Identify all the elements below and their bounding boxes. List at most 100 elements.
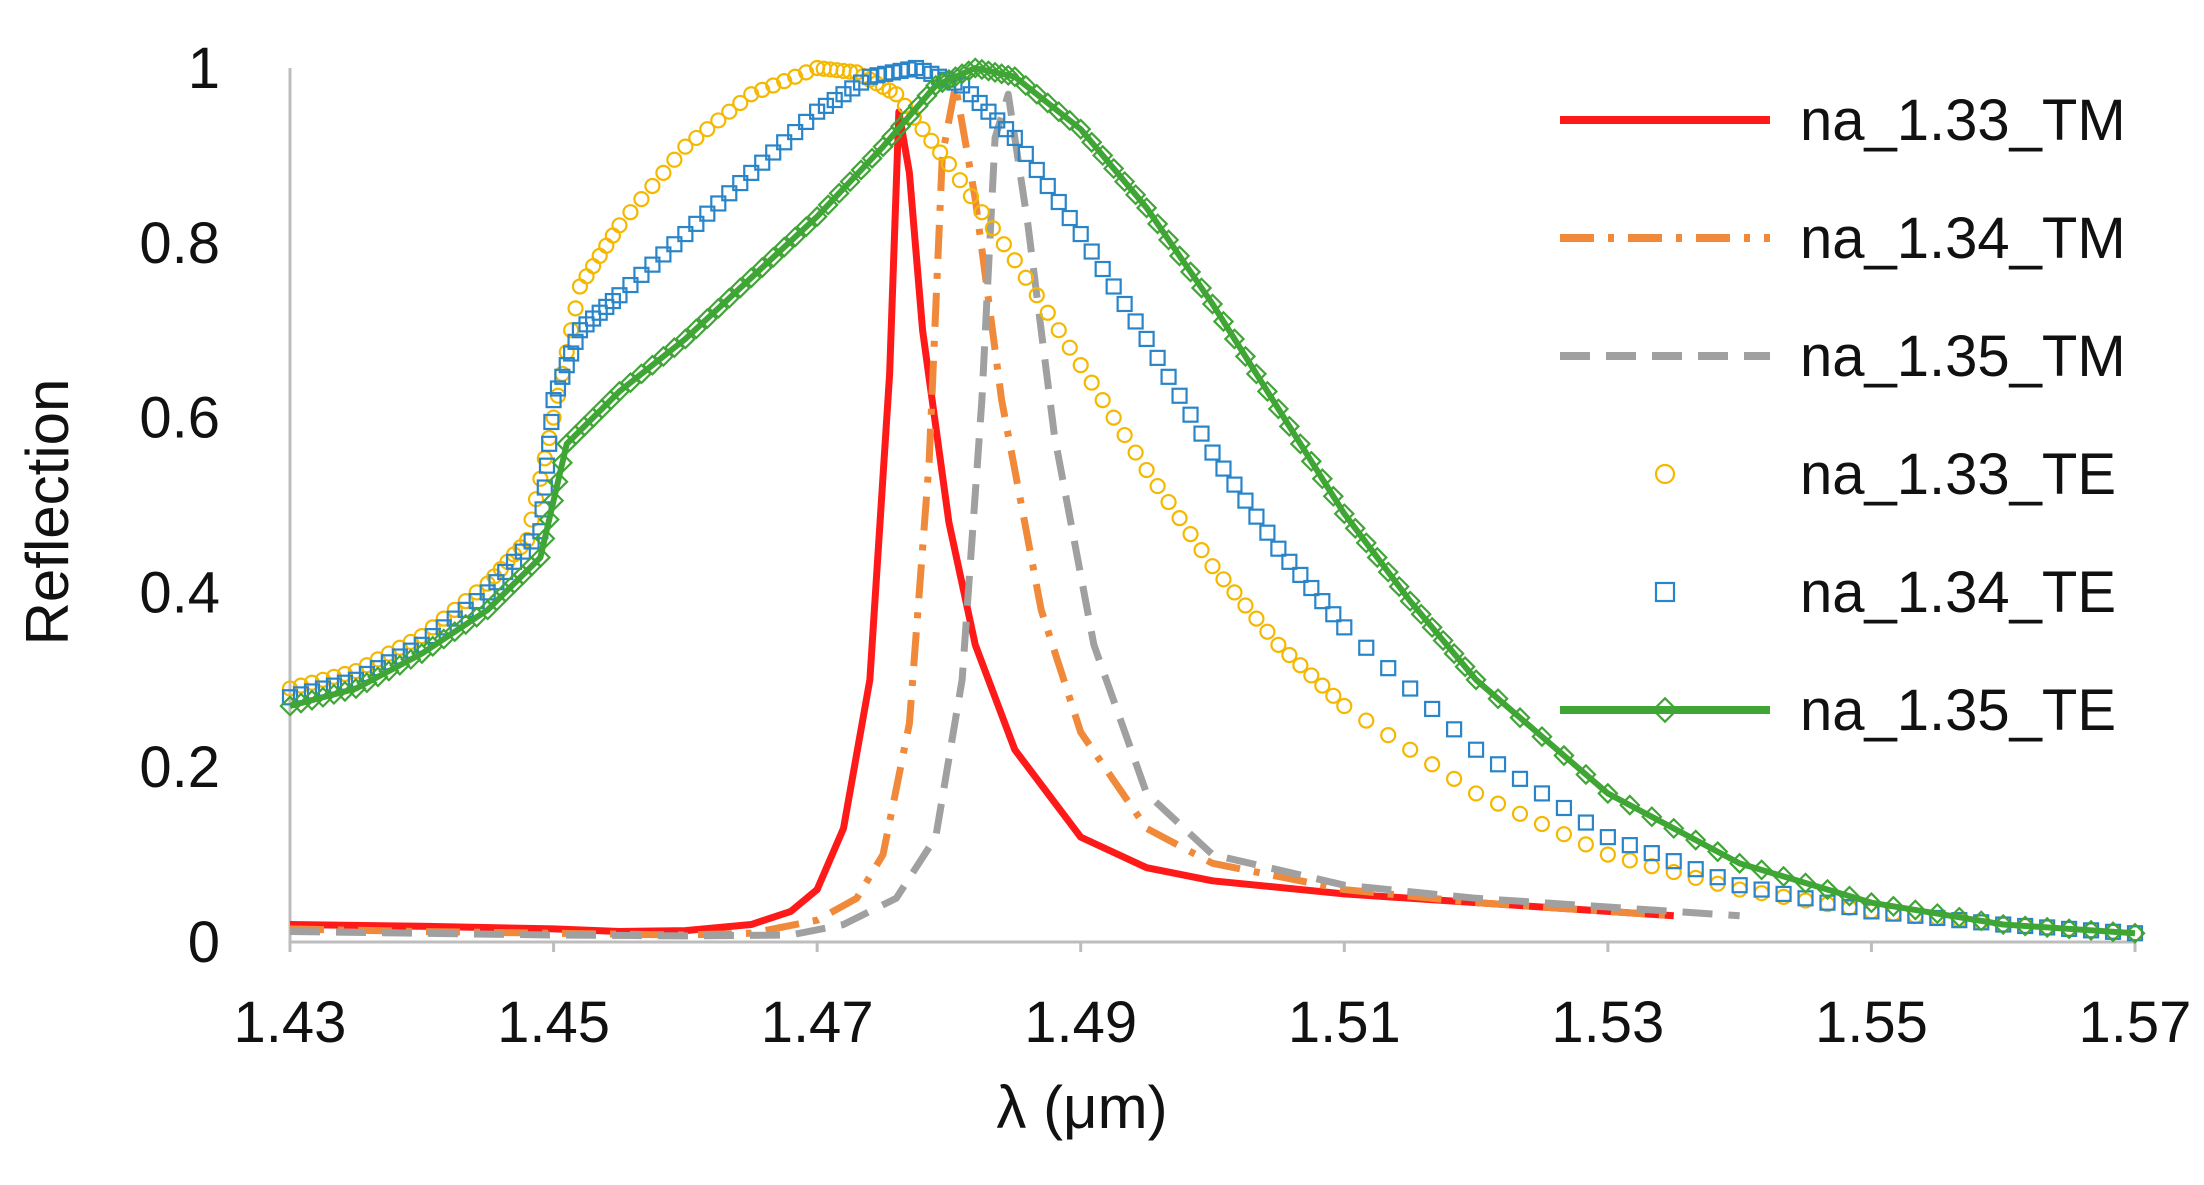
data-point: [547, 471, 569, 493]
data-point: [1270, 540, 1287, 557]
data-point: [743, 164, 760, 181]
data-point: [1336, 619, 1353, 636]
data-point: [578, 268, 595, 285]
data-point: [567, 333, 584, 350]
data-point: [545, 409, 562, 426]
data-point: [1303, 579, 1320, 597]
legend-label: na_1.35_TM: [1800, 324, 2126, 389]
data-point: [1226, 476, 1243, 493]
data-point: [1303, 667, 1320, 684]
data-point: [1443, 642, 1465, 665]
data-point: [497, 563, 514, 581]
legend-item: na_1.34_TM: [1560, 206, 2126, 271]
data-point: [1248, 508, 1265, 525]
data-point: [997, 121, 1015, 138]
data-point: [542, 489, 565, 512]
data-point: [1577, 814, 1594, 831]
data-point: [1113, 170, 1136, 193]
data-point: [457, 593, 474, 610]
data-point: [1289, 433, 1312, 455]
data-point: [644, 177, 661, 195]
data-point: [1860, 892, 1883, 914]
x-tick-label: 1.51: [1288, 990, 1401, 1055]
data-point: [2080, 919, 2102, 942]
data-point: [677, 225, 694, 243]
data-point: [1179, 261, 1202, 283]
data-point: [1402, 680, 1419, 697]
data-point: [519, 531, 536, 549]
data-point: [699, 205, 716, 222]
series-na-1-34-tm: [289, 81, 1674, 939]
x-tick-label: 1.47: [761, 990, 874, 1055]
data-point: [536, 479, 553, 496]
data-point: [1446, 721, 1463, 738]
data-point: [740, 267, 762, 289]
x-tick-label: 1.45: [497, 990, 610, 1055]
data-point: [828, 182, 850, 204]
data-point: [435, 610, 452, 627]
data-point: [721, 103, 738, 120]
data-point: [809, 103, 826, 120]
data-point: [973, 204, 990, 221]
x-tick-label: 1.53: [1551, 990, 1664, 1055]
data-point: [488, 574, 505, 591]
y-tick-label: 0.6: [139, 386, 220, 451]
data-point: [1259, 524, 1276, 541]
data-point: [962, 86, 979, 103]
data-point: [1358, 639, 1375, 656]
data-point: [1904, 899, 1927, 921]
data-point: [323, 683, 345, 706]
data-point: [861, 147, 883, 169]
data-point: [1577, 836, 1594, 853]
data-point: [773, 236, 795, 258]
data-point: [1072, 225, 1089, 243]
data-point: [1028, 161, 1045, 179]
data-point: [1006, 252, 1023, 269]
data-point: [1146, 213, 1169, 235]
x-axis-title: λ (μm): [996, 1074, 1167, 1141]
data-point: [1171, 510, 1188, 527]
data-point: [1037, 92, 1059, 114]
data-point: [1992, 913, 2014, 936]
data-point: [980, 103, 997, 120]
data-point: [622, 204, 639, 221]
data-point: [1259, 623, 1276, 640]
data-point: [721, 185, 738, 202]
data-point: [776, 134, 793, 151]
data-point: [729, 277, 751, 299]
legend-marker: [1654, 463, 1676, 485]
data-point: [1665, 863, 1682, 881]
data-point: [710, 195, 727, 212]
legend-item: na_1.34_TE: [1654, 560, 2116, 625]
data-point: [446, 601, 463, 618]
data-point: [529, 546, 552, 569]
data-point: [514, 543, 531, 560]
data-point: [551, 452, 574, 474]
data-point: [549, 380, 567, 397]
data-point: [1424, 700, 1441, 718]
legend-item: na_1.35_TE: [1560, 678, 2116, 743]
data-point: [1325, 606, 1342, 623]
data-point: [1237, 492, 1254, 509]
data-point: [1487, 688, 1509, 710]
data-point: [888, 86, 905, 103]
data-point: [563, 345, 580, 362]
data-point: [995, 236, 1012, 253]
data-point: [1182, 406, 1199, 423]
data-point: [1223, 328, 1246, 350]
data-point: [1819, 894, 1836, 911]
data-point: [563, 322, 580, 339]
data-point: [1555, 826, 1573, 843]
data-point: [1838, 885, 1861, 907]
data-point: [984, 61, 1006, 84]
data-point: [1215, 460, 1232, 477]
data-point: [301, 689, 323, 711]
data-point: [1509, 707, 1531, 729]
data-point: [558, 357, 575, 374]
data-point: [1281, 553, 1298, 570]
data-point: [1292, 657, 1309, 674]
data-point: [1168, 245, 1191, 267]
data-point: [710, 112, 727, 129]
x-tick-label: 1.49: [1024, 990, 1137, 1055]
data-point: [835, 86, 852, 103]
